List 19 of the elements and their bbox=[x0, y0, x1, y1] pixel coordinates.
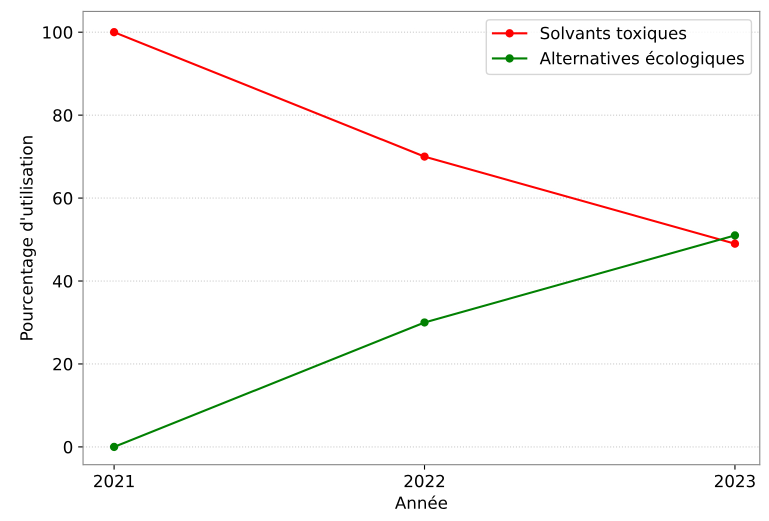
y-tick-label: 40 bbox=[52, 274, 72, 288]
point bbox=[420, 318, 429, 327]
x-tick-label: 2022 bbox=[404, 474, 444, 488]
legend-label: Solvants toxiques bbox=[540, 26, 686, 43]
x-axis-title: Année bbox=[395, 495, 448, 510]
y-tick-label: 0 bbox=[64, 440, 72, 454]
y-tick-label: 100 bbox=[43, 26, 72, 39]
point bbox=[420, 152, 429, 161]
point bbox=[110, 28, 118, 36]
point bbox=[730, 231, 740, 240]
y-axis-title: Pourcentage d'utilisation bbox=[20, 136, 36, 340]
point bbox=[110, 442, 118, 452]
point bbox=[730, 240, 740, 248]
x-tick-label: 2021 bbox=[94, 474, 134, 488]
x-tick-label: 2023 bbox=[714, 474, 755, 488]
y-tick-label: 60 bbox=[53, 192, 72, 205]
y-tick-label: 80 bbox=[53, 109, 72, 122]
y-tick-label: 20 bbox=[53, 358, 72, 371]
legend-label: Alternatives écologiques bbox=[540, 50, 744, 68]
